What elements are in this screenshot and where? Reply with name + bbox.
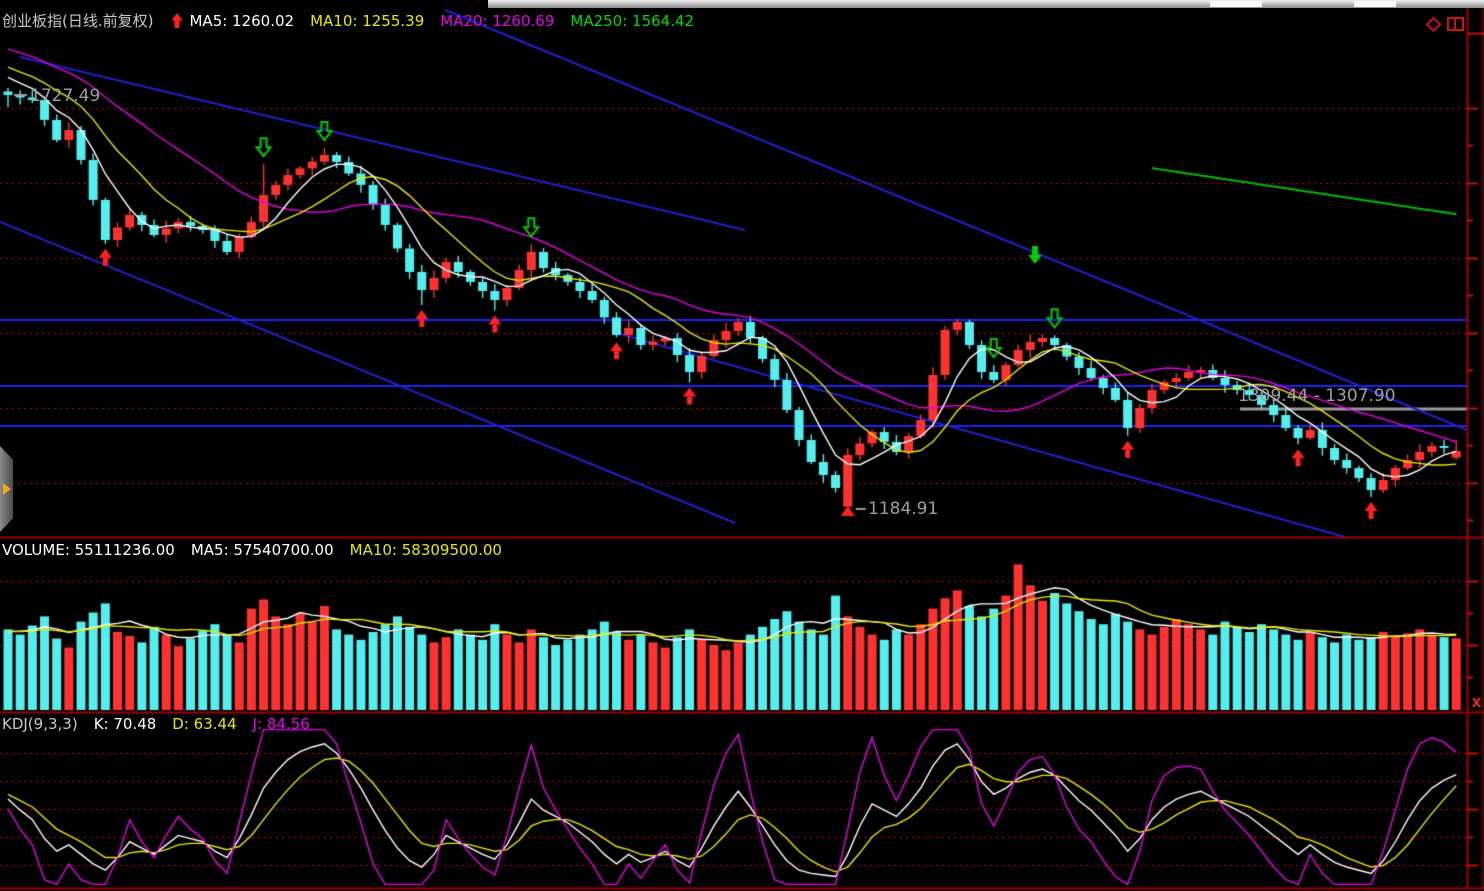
volume-header: VOLUME: 55111236.00 MA5: 57540700.00 MA10:… <box>2 541 518 559</box>
volume-ma10-label: MA10: 58309500.00 <box>349 541 502 559</box>
instrument-title: 创业板指(日线.前复权) <box>2 12 154 30</box>
up-arrow-icon <box>171 13 184 28</box>
low-price-label: 1184.91 <box>868 499 939 519</box>
toolbar-segment[interactable] <box>1354 1 1396 7</box>
kdj-title: KDJ(9,3,3) <box>2 715 78 733</box>
sidebar-slide-tab[interactable] <box>0 446 13 532</box>
expand-arrow-icon <box>3 483 11 495</box>
main-chart-header: 创业板指(日线.前复权) MA5: 1260.02 MA10: 1255.39 MA2… <box>2 10 710 31</box>
ma250-label: MA250: 1564.42 <box>570 12 695 30</box>
ma10-label: MA10: 1255.39 <box>310 12 425 30</box>
toolbar-segment[interactable] <box>1210 1 1262 7</box>
ma20-label: MA20: 1260.69 <box>440 12 555 30</box>
volume-ma5-label: MA5: 57540700.00 <box>190 541 334 559</box>
range-price-label: 1309.44 - 1307.90 <box>1238 386 1396 406</box>
volume-label: VOLUME: 55111236.00 <box>2 541 175 559</box>
kdj-k-label: K: 70.48 <box>93 715 157 733</box>
kdj-j-label: J: 84.56 <box>252 715 310 733</box>
close-panel-icon[interactable]: X <box>1471 696 1482 710</box>
kdj-header: KDJ(9,3,3) K: 70.48 D: 63.44 J: 84.56 <box>2 715 326 733</box>
high-price-label: 1727.49 <box>30 86 101 106</box>
ma5-label: MA5: 1260.02 <box>189 12 295 30</box>
kdj-d-label: D: 63.44 <box>172 715 237 733</box>
top-strip <box>488 0 1484 8</box>
split-window-icon[interactable] <box>1447 17 1464 31</box>
